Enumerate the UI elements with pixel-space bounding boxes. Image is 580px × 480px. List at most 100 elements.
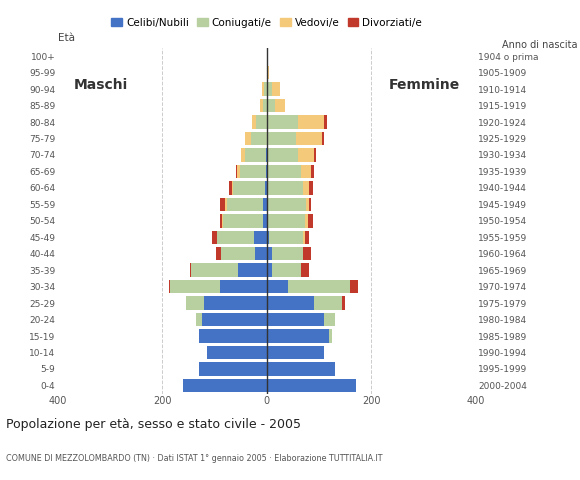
Bar — [272, 264, 300, 277]
Bar — [267, 362, 335, 376]
Bar — [295, 132, 321, 145]
Bar — [196, 313, 201, 326]
Bar — [307, 214, 313, 228]
Bar — [260, 99, 263, 112]
Bar — [324, 115, 327, 129]
Bar — [274, 99, 285, 112]
Bar — [267, 66, 268, 79]
Bar — [267, 99, 274, 112]
Bar — [267, 115, 298, 129]
Text: Età: Età — [58, 33, 75, 43]
Bar — [229, 181, 232, 194]
Bar — [269, 230, 303, 244]
Bar — [170, 280, 220, 293]
Bar — [191, 264, 238, 277]
Bar — [267, 165, 300, 178]
Bar — [263, 99, 267, 112]
Bar — [303, 230, 305, 244]
Bar — [305, 214, 307, 228]
Bar — [220, 280, 267, 293]
Text: Anno di nascita: Anno di nascita — [502, 40, 577, 50]
Bar — [245, 132, 251, 145]
Bar — [267, 296, 314, 310]
Bar — [309, 198, 311, 211]
Bar — [256, 115, 267, 129]
Bar — [263, 198, 267, 211]
Bar — [266, 148, 267, 162]
Bar — [253, 230, 267, 244]
Bar — [223, 214, 263, 228]
Bar — [303, 181, 309, 194]
Bar — [220, 214, 222, 228]
Bar — [264, 83, 267, 96]
Bar — [204, 296, 267, 310]
Bar — [252, 115, 256, 129]
Bar — [267, 181, 303, 194]
Bar — [267, 83, 272, 96]
Bar — [267, 329, 329, 343]
Bar — [300, 264, 309, 277]
Bar — [199, 329, 267, 343]
Bar — [288, 280, 350, 293]
Bar — [236, 165, 237, 178]
Bar — [300, 165, 311, 178]
Bar — [305, 230, 309, 244]
Bar — [267, 148, 298, 162]
Bar — [225, 198, 227, 211]
Text: Popolazione per età, sesso e stato civile - 2005: Popolazione per età, sesso e stato civil… — [6, 418, 301, 432]
Bar — [267, 313, 324, 326]
Bar — [237, 165, 240, 178]
Bar — [324, 313, 335, 326]
Bar — [255, 247, 267, 261]
Bar — [314, 296, 342, 310]
Bar — [183, 379, 267, 392]
Bar — [217, 230, 253, 244]
Bar — [238, 264, 267, 277]
Bar — [199, 362, 267, 376]
Bar — [190, 264, 191, 277]
Bar — [220, 198, 225, 211]
Bar — [267, 247, 272, 261]
Text: Femmine: Femmine — [389, 78, 460, 92]
Bar — [268, 66, 269, 79]
Bar — [222, 247, 255, 261]
Bar — [263, 214, 267, 228]
Bar — [267, 214, 269, 228]
Bar — [269, 214, 305, 228]
Bar — [321, 132, 324, 145]
Bar — [267, 132, 295, 145]
Bar — [303, 247, 311, 261]
Bar — [212, 230, 217, 244]
Text: Maschi: Maschi — [74, 78, 128, 92]
Bar — [267, 280, 288, 293]
Bar — [206, 346, 267, 359]
Bar — [309, 181, 313, 194]
Bar — [267, 379, 356, 392]
Bar — [311, 165, 314, 178]
Bar — [298, 148, 314, 162]
Bar — [241, 148, 245, 162]
Bar — [186, 296, 204, 310]
Bar — [267, 346, 324, 359]
Bar — [262, 83, 264, 96]
Bar — [329, 329, 332, 343]
Bar — [342, 296, 345, 310]
Bar — [232, 181, 233, 194]
Bar — [240, 165, 266, 178]
Bar — [306, 198, 309, 211]
Bar — [314, 148, 317, 162]
Bar — [169, 280, 170, 293]
Bar — [233, 181, 264, 194]
Bar — [216, 247, 222, 261]
Text: COMUNE DI MEZZOLOMBARDO (TN) · Dati ISTAT 1° gennaio 2005 · Elaborazione TUTTITA: COMUNE DI MEZZOLOMBARDO (TN) · Dati ISTA… — [6, 454, 382, 463]
Bar — [350, 280, 358, 293]
Bar — [222, 214, 223, 228]
Bar — [251, 132, 267, 145]
Bar — [201, 313, 267, 326]
Legend: Celibi/Nubili, Coniugati/e, Vedovi/e, Divorziati/e: Celibi/Nubili, Coniugati/e, Vedovi/e, Di… — [107, 13, 426, 32]
Bar — [264, 181, 267, 194]
Bar — [267, 230, 269, 244]
Bar — [227, 198, 263, 211]
Bar — [267, 264, 272, 277]
Bar — [245, 148, 266, 162]
